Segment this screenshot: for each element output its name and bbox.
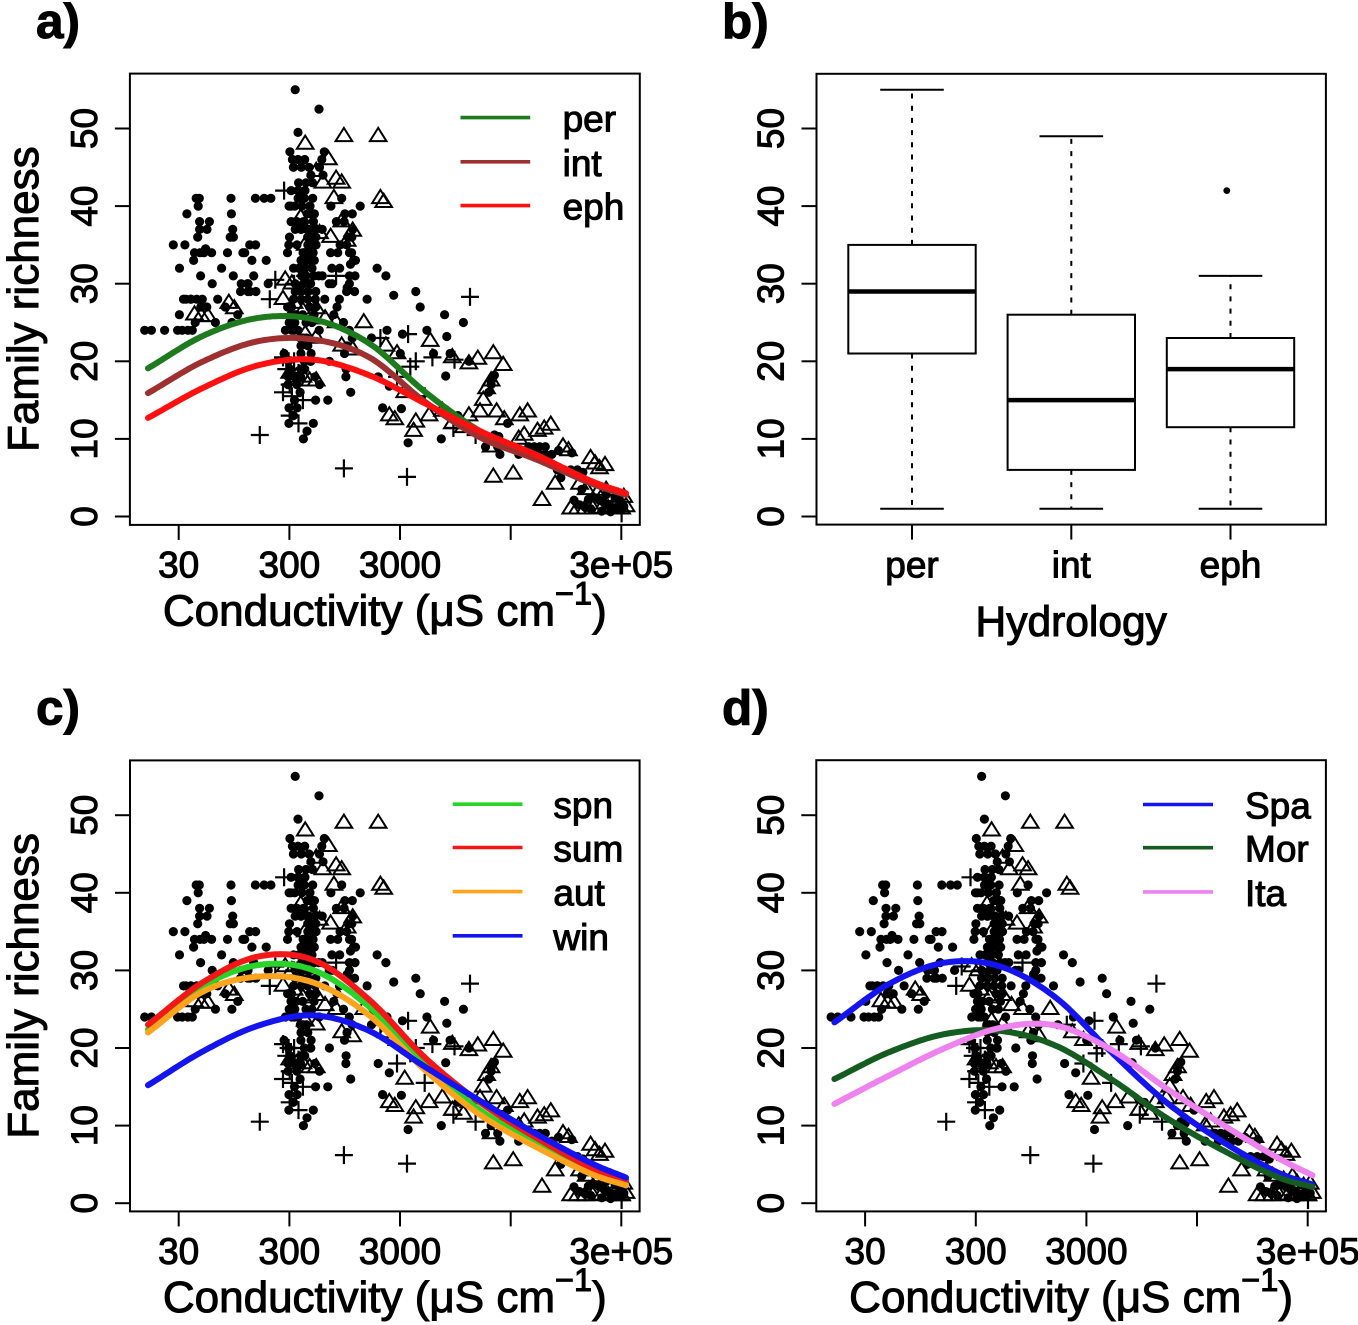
svg-text:Family richness: Family richness [0, 833, 48, 1139]
svg-text:40: 40 [750, 872, 791, 913]
svg-text:sum: sum [553, 829, 623, 870]
svg-text:int: int [1052, 545, 1092, 586]
svg-text:300: 300 [259, 1231, 321, 1272]
svg-text:10: 10 [750, 1105, 791, 1146]
svg-text:50: 50 [751, 108, 792, 149]
svg-text:20: 20 [751, 341, 792, 382]
svg-text:50: 50 [750, 795, 791, 836]
svg-text:0: 0 [750, 1193, 791, 1214]
svg-text:Family richness: Family richness [0, 146, 48, 452]
svg-text:a): a) [36, 0, 80, 49]
svg-text:3e+05: 3e+05 [569, 1231, 673, 1272]
svg-text:per: per [885, 545, 938, 586]
svg-text:d): d) [722, 681, 769, 736]
svg-text:300: 300 [259, 545, 321, 586]
svg-text:eph: eph [1200, 545, 1262, 586]
svg-text:spn: spn [553, 785, 613, 826]
svg-text:40: 40 [751, 186, 792, 227]
svg-text:50: 50 [64, 108, 105, 149]
svg-text:Spa: Spa [1245, 786, 1311, 827]
svg-text:10: 10 [64, 418, 105, 459]
svg-text:per: per [563, 99, 616, 140]
svg-text:3e+05: 3e+05 [569, 545, 673, 586]
svg-text:30: 30 [845, 1231, 886, 1272]
svg-text:0: 0 [64, 506, 105, 527]
svg-text:10: 10 [64, 1105, 105, 1146]
svg-text:50: 50 [64, 795, 105, 836]
svg-text:int: int [563, 143, 603, 184]
svg-text:3e+05: 3e+05 [1256, 1231, 1358, 1272]
svg-text:40: 40 [64, 872, 105, 913]
svg-text:30: 30 [64, 950, 105, 991]
svg-text:c): c) [36, 681, 80, 736]
svg-text:30: 30 [64, 263, 105, 304]
svg-text:0: 0 [751, 506, 792, 527]
svg-text:30: 30 [158, 545, 199, 586]
svg-text:aut: aut [553, 873, 605, 914]
svg-text:Hydrology: Hydrology [976, 599, 1168, 646]
svg-text:win: win [552, 917, 609, 958]
svg-text:b): b) [722, 0, 769, 49]
svg-text:40: 40 [64, 186, 105, 227]
svg-text:20: 20 [64, 341, 105, 382]
svg-text:eph: eph [563, 187, 625, 228]
svg-text:20: 20 [750, 1027, 791, 1068]
svg-text:Mor: Mor [1245, 829, 1309, 870]
svg-text:3000: 3000 [359, 545, 441, 586]
svg-text:10: 10 [751, 418, 792, 459]
svg-text:30: 30 [751, 263, 792, 304]
svg-text:3000: 3000 [1045, 1231, 1127, 1272]
svg-text:30: 30 [750, 950, 791, 991]
svg-text:3000: 3000 [359, 1231, 441, 1272]
svg-text:30: 30 [158, 1231, 199, 1272]
svg-text:Ita: Ita [1245, 873, 1287, 914]
svg-text:300: 300 [945, 1231, 1007, 1272]
svg-text:20: 20 [64, 1027, 105, 1068]
svg-text:0: 0 [64, 1193, 105, 1214]
